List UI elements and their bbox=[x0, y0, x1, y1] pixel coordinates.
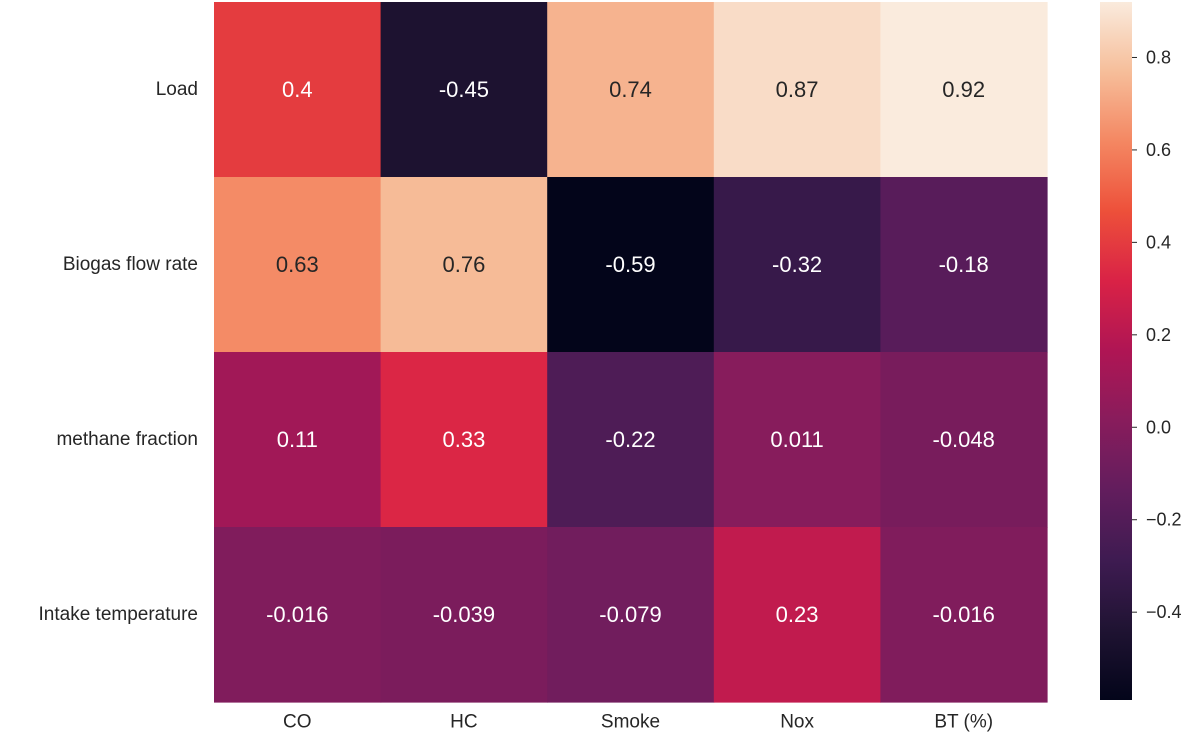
x-tick-label: CO bbox=[283, 712, 312, 733]
cell-value-label: -0.22 bbox=[605, 427, 655, 452]
colorbar-tick-label: 0.8 bbox=[1146, 47, 1171, 67]
heatmap-cell bbox=[380, 352, 548, 528]
colorbar-gradient bbox=[1100, 2, 1132, 700]
heatmap-cell bbox=[880, 177, 1048, 353]
heatmap-cell bbox=[880, 2, 1048, 178]
heatmap-cell bbox=[380, 177, 548, 353]
cell-value-label: 0.23 bbox=[776, 602, 819, 627]
colorbar-tick-label: 0.0 bbox=[1146, 417, 1171, 437]
x-tick-label: HC bbox=[450, 712, 477, 733]
cell-value-label: 0.92 bbox=[942, 77, 985, 102]
cell-value-label: 0.87 bbox=[776, 77, 819, 102]
x-axis-labels: CO HC Smoke Nox BT (%) bbox=[283, 712, 993, 733]
colorbar-tick-label: 0.2 bbox=[1146, 325, 1171, 345]
cell-value-label: 0.011 bbox=[770, 427, 823, 452]
heatmap-cell bbox=[713, 2, 881, 178]
colorbar-ticks: −0.4 −0.2 0.0 0.2 0.4 0.6 0.8 bbox=[1132, 47, 1182, 622]
heatmap-cell bbox=[380, 2, 548, 178]
y-axis-labels: Load Biogas flow rate methane fraction Inta… bbox=[39, 79, 198, 625]
cell-value-label: -0.048 bbox=[933, 427, 995, 452]
x-tick-label: Nox bbox=[780, 712, 814, 733]
cell-value-label: -0.18 bbox=[939, 252, 989, 277]
heatmap-cell bbox=[214, 352, 382, 528]
cell-value-label: -0.079 bbox=[599, 602, 661, 627]
colorbar: −0.4 −0.2 0.0 0.2 0.4 0.6 0.8 bbox=[1100, 2, 1182, 700]
cell-value-label: -0.016 bbox=[933, 602, 995, 627]
heatmap-cell bbox=[880, 352, 1048, 528]
heatmap-cell bbox=[214, 2, 382, 178]
colorbar-tick-label: 0.6 bbox=[1146, 140, 1171, 160]
cell-value-label: 0.63 bbox=[276, 252, 319, 277]
heatmap-cell bbox=[880, 527, 1048, 703]
heatmap-cell bbox=[214, 177, 382, 353]
y-tick-label: Intake temperature bbox=[39, 604, 198, 625]
heatmap-cell bbox=[214, 527, 382, 703]
cell-value-label: -0.59 bbox=[605, 252, 655, 277]
heatmap-cell bbox=[547, 352, 715, 528]
heatmap-cell bbox=[547, 2, 715, 178]
heatmap-cell bbox=[547, 177, 715, 353]
heatmap-cell bbox=[713, 177, 881, 353]
heatmap-cell bbox=[713, 352, 881, 528]
y-tick-label: methane fraction bbox=[56, 429, 198, 450]
cell-value-label: -0.016 bbox=[266, 602, 328, 627]
x-tick-label: Smoke bbox=[601, 712, 660, 733]
cell-value-label: 0.74 bbox=[609, 77, 652, 102]
colorbar-tick-label: 0.4 bbox=[1146, 232, 1171, 252]
y-tick-label: Biogas flow rate bbox=[63, 254, 198, 275]
colorbar-tick-label: −0.4 bbox=[1146, 602, 1182, 622]
heatmap-cell bbox=[713, 527, 881, 703]
cell-value-label: -0.45 bbox=[439, 77, 489, 102]
cell-value-label: 0.11 bbox=[277, 427, 318, 452]
x-tick-label: BT (%) bbox=[934, 712, 993, 733]
y-tick-label: Load bbox=[156, 79, 198, 100]
cell-value-label: -0.039 bbox=[433, 602, 495, 627]
cell-value-label: 0.33 bbox=[442, 427, 485, 452]
colorbar-tick-label: −0.2 bbox=[1146, 510, 1182, 530]
cell-value-label: -0.32 bbox=[772, 252, 822, 277]
heatmap-cell bbox=[547, 527, 715, 703]
heatmap-cell bbox=[380, 527, 548, 703]
cell-value-label: 0.4 bbox=[282, 77, 313, 102]
cell-value-label: 0.76 bbox=[442, 252, 485, 277]
heatmap-cells: 0.4 -0.45 0.74 0.87 0.92 0.63 0.76 -0.59 -0.32 -0… bbox=[214, 2, 1048, 703]
